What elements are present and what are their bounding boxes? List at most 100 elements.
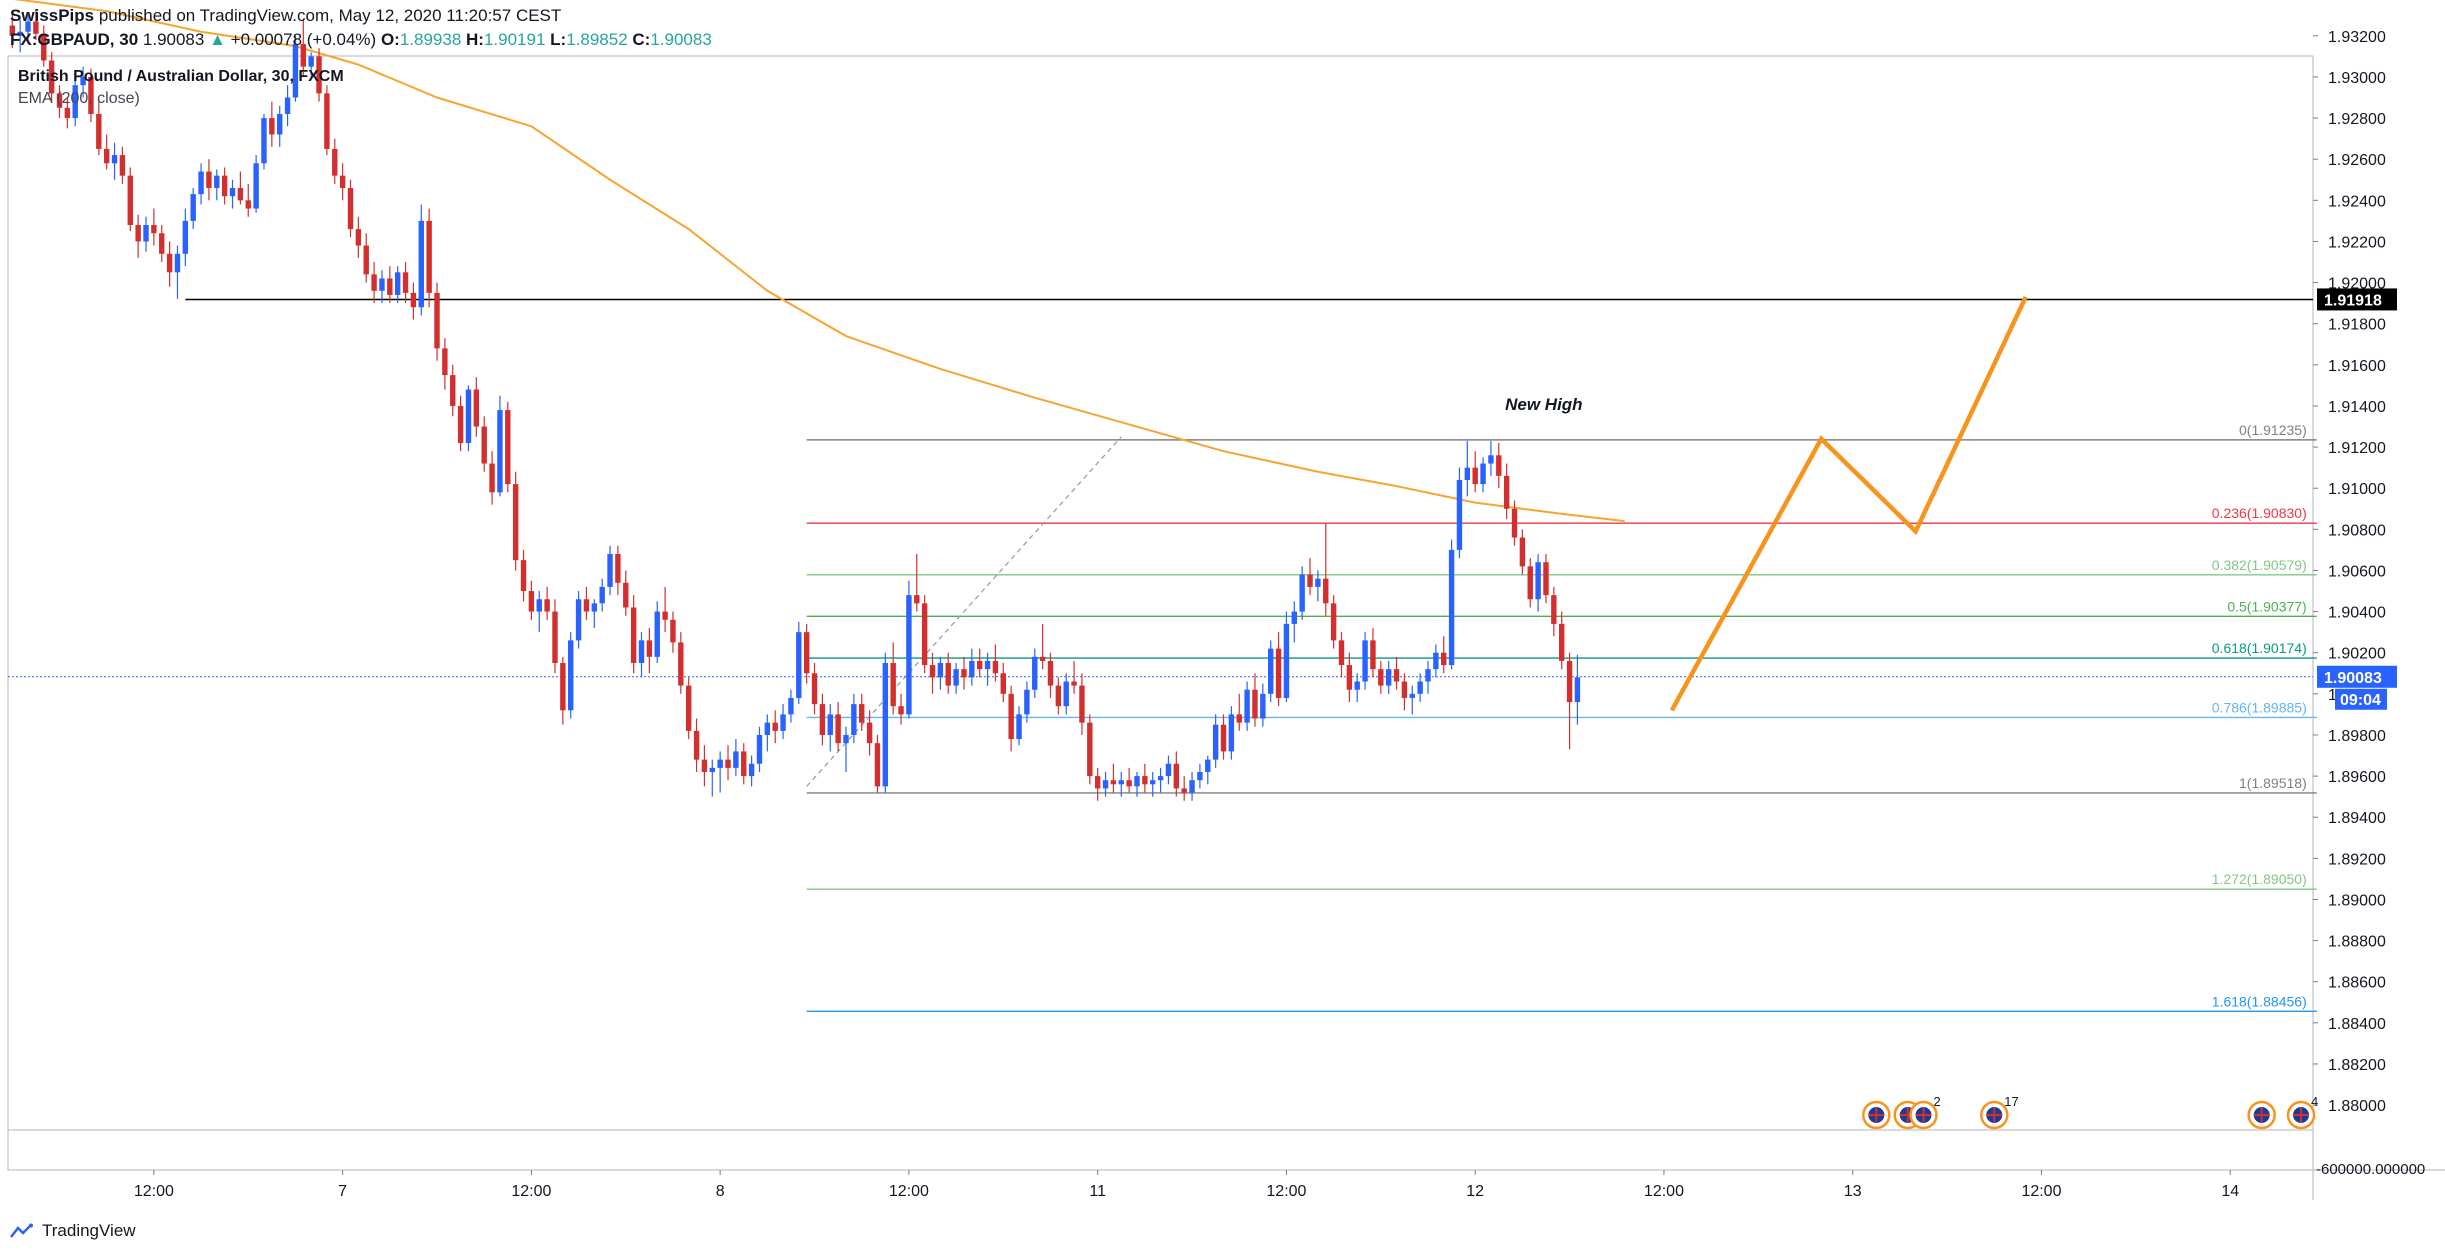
y-tick-label: 1.89000 — [2328, 892, 2386, 909]
candle-body — [1189, 780, 1195, 793]
candle-body — [261, 118, 267, 164]
candle-body — [402, 272, 409, 293]
candle-body — [552, 611, 558, 663]
tradingview-footer[interactable]: TradingView — [10, 1221, 136, 1241]
candle-body — [1275, 648, 1282, 698]
candle-body — [1134, 776, 1140, 787]
fib-trendline — [806, 436, 1122, 787]
candle-body — [764, 722, 771, 735]
candle-body — [166, 253, 173, 273]
candle-body — [1181, 788, 1187, 793]
fib-level-label: 1.272(1.89050) — [2212, 871, 2307, 887]
price-change: +0.00078 (+0.04%) — [230, 30, 377, 49]
candle-body — [1102, 780, 1109, 789]
candle-body — [418, 220, 424, 308]
candle-body — [1283, 623, 1290, 698]
event-count: 17 — [2004, 1094, 2018, 1109]
publish-info: published on TradingView.com, May 12, 20… — [98, 6, 562, 25]
x-tick-label: 12:00 — [1644, 1183, 1684, 1200]
candle-body — [568, 640, 574, 711]
candle-body — [560, 662, 566, 711]
y-tick-label: 1.93200 — [2328, 29, 2386, 46]
candle-body — [450, 375, 456, 406]
candle-body — [906, 595, 912, 715]
y-tick-label: 1.92000 — [2328, 276, 2386, 293]
candle-body — [693, 730, 700, 760]
candle-body — [733, 751, 739, 768]
candle-body — [646, 640, 653, 657]
candle-body — [410, 292, 417, 308]
publish-line: SwissPips published on TradingView.com, … — [10, 4, 712, 28]
y-tick-label: 1.92400 — [2328, 193, 2386, 210]
candle-body — [914, 595, 920, 604]
candle-body — [481, 426, 487, 464]
symbol-label[interactable]: FX:GBPAUD, 30 — [10, 30, 139, 49]
fib-level-label: 0.5(1.90377) — [2227, 598, 2306, 614]
y-tick-label: 1.91000 — [2328, 481, 2386, 498]
candle-body — [300, 44, 307, 67]
support-level-tag — [2317, 288, 2397, 311]
candle-body — [1362, 640, 1368, 682]
candle-body — [520, 560, 527, 592]
candle-body — [473, 389, 480, 427]
candle-body — [937, 662, 944, 678]
candle-body — [1535, 562, 1541, 600]
symbol-line: FX:GBPAUD, 30 1.90083 ▲ +0.00078 (+0.04%… — [10, 28, 712, 52]
y-tick-label: 1.92200 — [2328, 234, 2386, 251]
candle-body — [709, 767, 715, 772]
candle-body — [725, 759, 731, 768]
candle-body — [1268, 648, 1274, 694]
author-name[interactable]: SwissPips — [10, 6, 95, 25]
candle-body — [544, 599, 550, 612]
candle-body — [1047, 660, 1054, 686]
candle-body — [505, 410, 511, 485]
fib-level-label: 1.618(1.88456) — [2212, 993, 2307, 1009]
candle-body — [332, 148, 338, 176]
y-tick-label: 1.89400 — [2328, 810, 2386, 827]
candle-body — [929, 665, 936, 678]
candle-body — [355, 229, 362, 246]
candle-body — [1433, 652, 1439, 670]
main-pane — [7, 55, 2314, 1131]
candle-body — [190, 194, 196, 221]
candle-body — [670, 619, 676, 643]
candle-body — [630, 607, 637, 663]
y-tick-label: 1.88400 — [2328, 1016, 2386, 1033]
high-value: 1.90191 — [483, 30, 546, 49]
candle-body — [945, 662, 951, 686]
candle-body — [111, 155, 118, 164]
legend-indicator[interactable]: EMA (200, close) — [18, 90, 140, 107]
candle-body — [1456, 479, 1463, 550]
tradingview-logo-icon — [10, 1223, 33, 1238]
legend-title[interactable]: British Pound / Australian Dollar, 30, F… — [18, 68, 344, 85]
candle-body — [1197, 771, 1203, 781]
fib-level-label: 0.382(1.90579) — [2212, 557, 2307, 573]
x-tick-label: 14 — [2221, 1183, 2239, 1200]
candle-body — [1079, 685, 1085, 723]
y-tick-label: 1.90800 — [2328, 522, 2386, 539]
candle-body — [1032, 656, 1038, 690]
candle-body — [457, 405, 464, 443]
candle-body — [253, 163, 259, 209]
candle-body — [866, 722, 873, 744]
x-tick-label: 11 — [1089, 1183, 1106, 1200]
candle-body — [426, 220, 432, 293]
candle-body — [583, 599, 590, 612]
candle-body — [803, 632, 810, 674]
candle-body — [292, 44, 299, 98]
candle-body — [80, 76, 86, 86]
candle-body — [1315, 578, 1321, 587]
candle-body — [1252, 689, 1258, 719]
candle-body — [1173, 763, 1180, 789]
x-tick-label: 12:00 — [2021, 1183, 2061, 1200]
candle-body — [1346, 665, 1353, 690]
candle-body — [984, 660, 991, 670]
candle-body — [1330, 603, 1337, 641]
candle-body — [1511, 508, 1518, 538]
candle-body — [269, 118, 275, 135]
candle-body — [512, 484, 519, 561]
x-tick-label: 7 — [338, 1183, 347, 1200]
y-tick-label: 1.91400 — [2328, 399, 2386, 416]
candle-body — [284, 97, 291, 114]
